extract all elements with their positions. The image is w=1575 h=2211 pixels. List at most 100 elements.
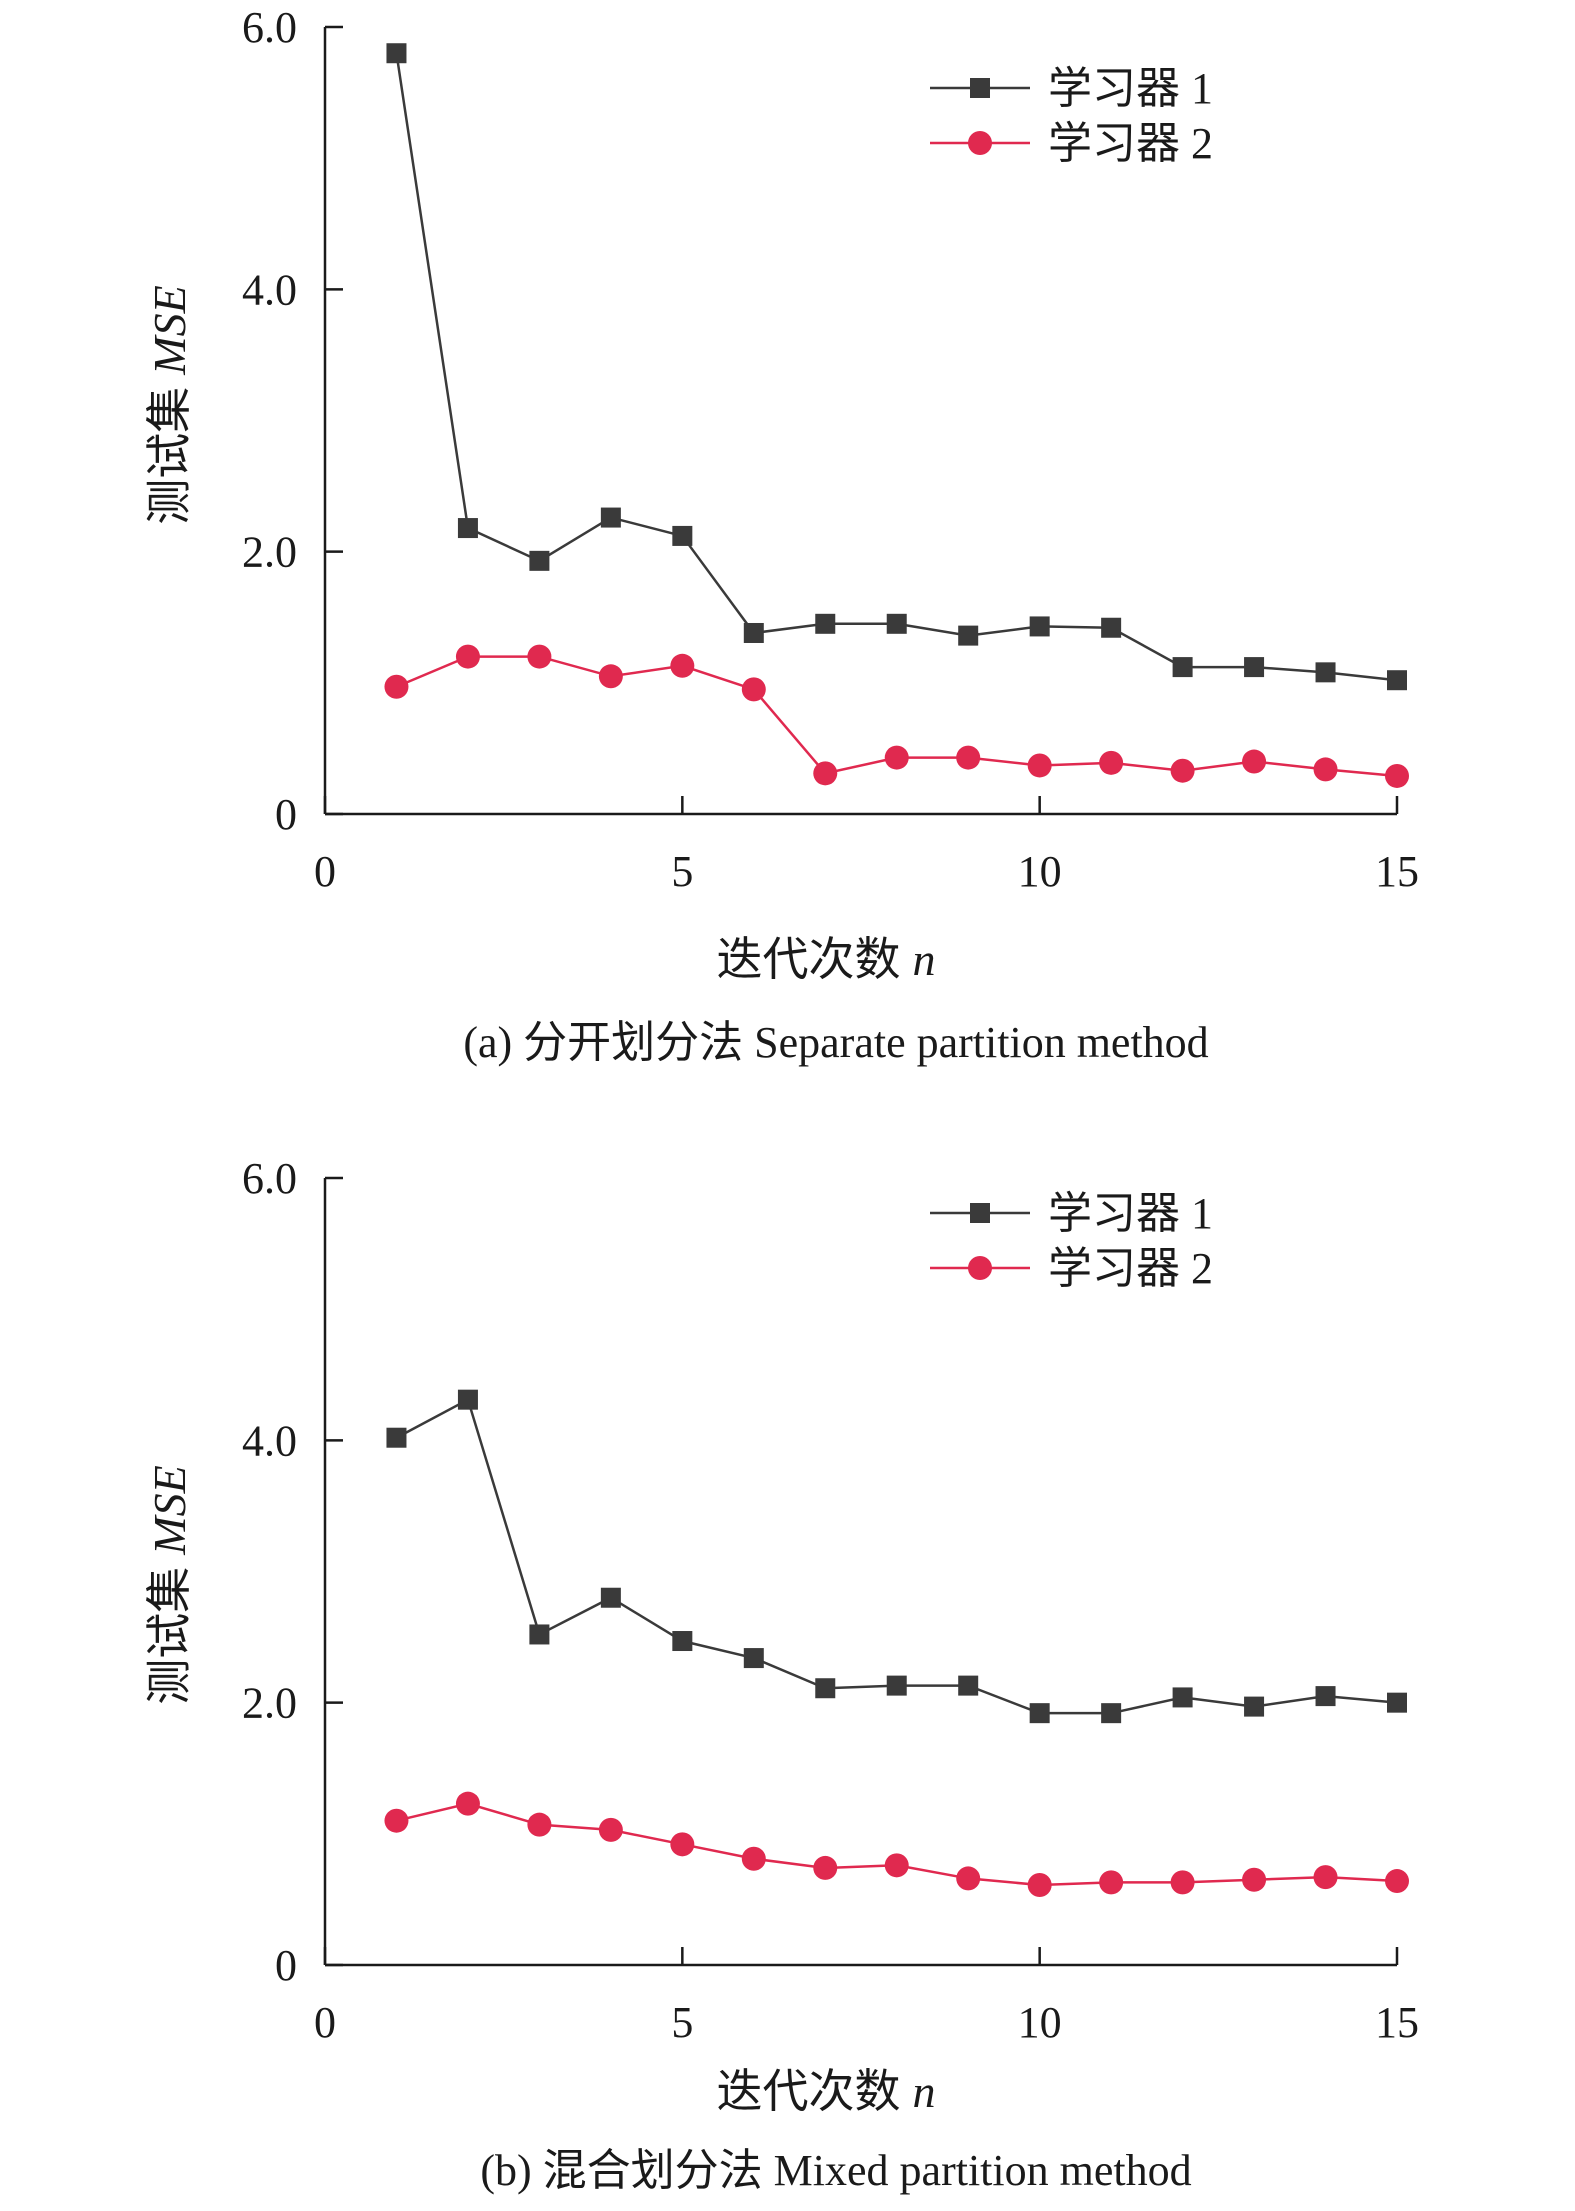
- y-tick-label: 4.0: [242, 1416, 297, 1465]
- series-2-point: [1027, 753, 1052, 778]
- series-2-point: [884, 1853, 909, 1878]
- series-1-point: [743, 1648, 764, 1669]
- series-1-point: [1315, 1686, 1336, 1707]
- y-axis-label-text: 测试集: [144, 387, 195, 525]
- series-2-point: [956, 1866, 981, 1891]
- y-tick-label: 2.0: [242, 528, 297, 577]
- y-tick-label: 0: [275, 790, 297, 839]
- x-tick-label: 0: [314, 1998, 336, 2047]
- series-1-point: [815, 1678, 836, 1699]
- legend-label-1: 学习器 1: [1048, 64, 1213, 113]
- series-1-point: [386, 43, 407, 64]
- series-2-point: [527, 1812, 552, 1837]
- y-axis-label: 测试集 MSE: [144, 285, 195, 524]
- legend-label-1: 学习器 1: [1048, 1189, 1213, 1238]
- series-1-point: [457, 518, 478, 539]
- series-2-point: [1170, 1870, 1195, 1895]
- x-tick-label: 10: [1018, 1998, 1062, 2047]
- series-1-point: [529, 550, 550, 571]
- chart-b: 0 2.0 4.0 6.0 0 5 10 15 迭代次数 n 测试集 MSE 学习器 1 学习器 2 (b)…: [144, 1154, 1419, 2195]
- series-1-point: [958, 1675, 979, 1696]
- series-2-point: [455, 1791, 480, 1816]
- y-tick-label: 4.0: [242, 265, 297, 314]
- series-1-point: [457, 1389, 478, 1410]
- series-2-point: [884, 745, 909, 770]
- series-1-point: [1029, 616, 1050, 637]
- chart-caption: (a) 分开划分法 Separate partition method: [463, 1018, 1208, 1067]
- series-1-point: [386, 1427, 407, 1448]
- legend-marker-1: [970, 78, 990, 98]
- x-axis-label-var: n: [913, 2066, 936, 2117]
- y-axis-label-text: 测试集: [144, 1567, 195, 1705]
- series-2-point: [1242, 749, 1267, 774]
- x-axis-label-text: 迭代次数: [717, 934, 901, 985]
- legend-marker-2: [968, 131, 992, 155]
- series-line-1: [395, 53, 1398, 682]
- series-1-point: [1315, 662, 1336, 683]
- series-1-point: [672, 525, 693, 546]
- chart-a: 0 2.0 4.0 6.0 0 5 10 15 迭代次数 n 测试集 MSE 学习器 1 学习器 2 (a)…: [144, 3, 1419, 1067]
- series-1-point: [600, 1587, 621, 1608]
- x-tick-label: 5: [671, 847, 693, 896]
- series-1-point: [1101, 1703, 1122, 1724]
- series-2-point: [598, 1817, 623, 1842]
- series-2-point: [1313, 757, 1338, 782]
- series-2-point: [1170, 758, 1195, 783]
- x-tick-label: 15: [1375, 1998, 1419, 2047]
- series-2-point: [1099, 750, 1124, 775]
- y-axis-label: 测试集 MSE: [144, 1465, 195, 1704]
- x-axis-label-text: 迭代次数: [717, 2066, 901, 2117]
- series-2-point: [455, 644, 480, 669]
- series-1-point: [886, 1675, 907, 1696]
- y-axis-label-var: MSE: [144, 1465, 195, 1555]
- series-1-point: [1387, 1692, 1407, 1713]
- series-1-point: [1244, 1696, 1265, 1717]
- series-2-point: [741, 1846, 766, 1871]
- series-2-point: [598, 664, 623, 689]
- series-2-point: [1242, 1867, 1267, 1892]
- series-2-point: [670, 653, 695, 678]
- series-1-point: [529, 1624, 550, 1645]
- x-axis-label-var: n: [913, 934, 936, 985]
- series-1-point: [1172, 657, 1193, 678]
- series-1-point: [815, 613, 836, 634]
- series-1-point: [1244, 657, 1265, 678]
- series-2-point: [384, 1808, 409, 1833]
- series-2-point: [741, 677, 766, 702]
- series-2-point: [813, 1855, 838, 1880]
- series-1-point: [743, 622, 764, 643]
- chart-caption: (b) 混合划分法 Mixed partition method: [480, 2146, 1191, 2195]
- series-2-point: [1313, 1865, 1338, 1890]
- legend-label-2: 学习器 2: [1048, 1244, 1213, 1293]
- series-1-point: [1172, 1687, 1193, 1708]
- series-1-point: [672, 1631, 693, 1652]
- series-1-point: [600, 507, 621, 528]
- legend-label-2: 学习器 2: [1048, 119, 1213, 168]
- x-tick-label: 5: [671, 1998, 693, 2047]
- series-2-point: [670, 1832, 695, 1857]
- series-1-point: [958, 625, 979, 646]
- series-2-point: [813, 761, 838, 786]
- y-tick-label: 0: [275, 1941, 297, 1990]
- x-tick-label: 0: [314, 847, 336, 896]
- legend-marker-1: [970, 1203, 990, 1223]
- series-1-point: [886, 613, 907, 634]
- series-2-point: [956, 745, 981, 770]
- series-1-point: [1387, 670, 1407, 691]
- y-tick-label: 6.0: [242, 1154, 297, 1203]
- series-2-point: [1385, 1869, 1409, 1894]
- series-2-point: [1099, 1870, 1124, 1895]
- y-tick-label: 2.0: [242, 1679, 297, 1728]
- x-axis-label: 迭代次数 n: [717, 934, 936, 985]
- series-line-1: [395, 1397, 1398, 1715]
- x-tick-label: 15: [1375, 847, 1419, 896]
- series-2-point: [1027, 1872, 1052, 1897]
- series-2-point: [384, 674, 409, 699]
- x-axis-label: 迭代次数 n: [717, 2066, 936, 2117]
- y-tick-label: 6.0: [242, 3, 297, 52]
- series-1-point: [1029, 1703, 1050, 1724]
- series-2-point: [1385, 763, 1409, 788]
- legend-marker-2: [968, 1256, 992, 1280]
- y-axis-label-var: MSE: [144, 285, 195, 375]
